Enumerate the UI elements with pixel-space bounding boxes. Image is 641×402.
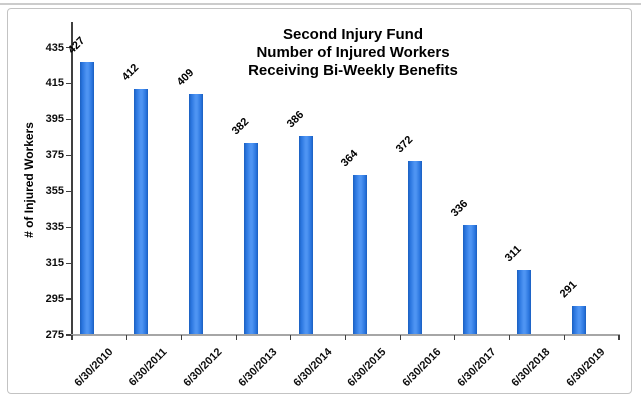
x-tick (71, 335, 73, 340)
x-tick (563, 335, 565, 340)
x-tick (180, 335, 182, 340)
y-tick-label: 355 (45, 185, 64, 198)
bar-value-label: 386 (284, 108, 306, 130)
bar-value-label: 336 (448, 198, 470, 220)
y-tick (66, 154, 71, 156)
chart-title: Second Injury Fund Number of Injured Wor… (193, 26, 513, 80)
y-tick (66, 226, 71, 228)
y-tick-label: 275 (45, 329, 64, 341)
y-tick (66, 118, 71, 120)
chart-title-line-1: Second Injury Fund (282, 26, 423, 43)
x-tick (454, 335, 456, 340)
bar-value-label: 372 (393, 133, 416, 155)
x-tick-label: 6/30/2010 (72, 346, 116, 390)
y-tick-label: 435 (45, 41, 64, 54)
y-tick-label: 335 (45, 221, 64, 234)
bar-value-label: 382 (229, 115, 252, 138)
bar (353, 175, 368, 336)
bar (572, 306, 586, 336)
bar (189, 94, 204, 336)
x-axis-line (71, 333, 620, 336)
bar (517, 270, 532, 336)
chart-title-line-3: Receiving Bi-Weekly Benefits (248, 62, 458, 79)
x-tick (290, 335, 292, 340)
y-tick (66, 262, 71, 264)
chart-title-line-2: Number of Injured Workers (256, 44, 450, 61)
bar (462, 225, 477, 336)
y-tick (66, 46, 71, 49)
x-tick (235, 335, 237, 340)
bar-value-label: 412 (120, 61, 142, 84)
y-tick (66, 190, 71, 192)
x-tick (509, 335, 511, 340)
bar-value-label: 291 (557, 279, 580, 301)
bar (407, 160, 422, 336)
bar (298, 135, 313, 336)
bar (134, 88, 149, 336)
y-tick (66, 82, 71, 85)
bar-value-label: 364 (338, 147, 361, 170)
y-tick-label: 295 (45, 293, 64, 306)
y-axis-line (71, 22, 73, 335)
bar-value-label: 427 (65, 34, 87, 57)
y-tick (66, 334, 71, 336)
x-tick (126, 335, 128, 340)
y-tick-label: 315 (45, 257, 64, 270)
x-tick (618, 335, 620, 340)
y-tick-label: 415 (45, 77, 64, 90)
bar (243, 142, 258, 336)
y-tick (66, 298, 71, 300)
y-tick-label: 395 (45, 113, 64, 126)
x-tick (399, 335, 401, 340)
y-tick-label: 375 (45, 149, 64, 162)
bar-value-label: 311 (503, 243, 525, 265)
x-tick (344, 335, 347, 340)
top-divider-line (0, 3, 641, 5)
bar (79, 61, 94, 336)
